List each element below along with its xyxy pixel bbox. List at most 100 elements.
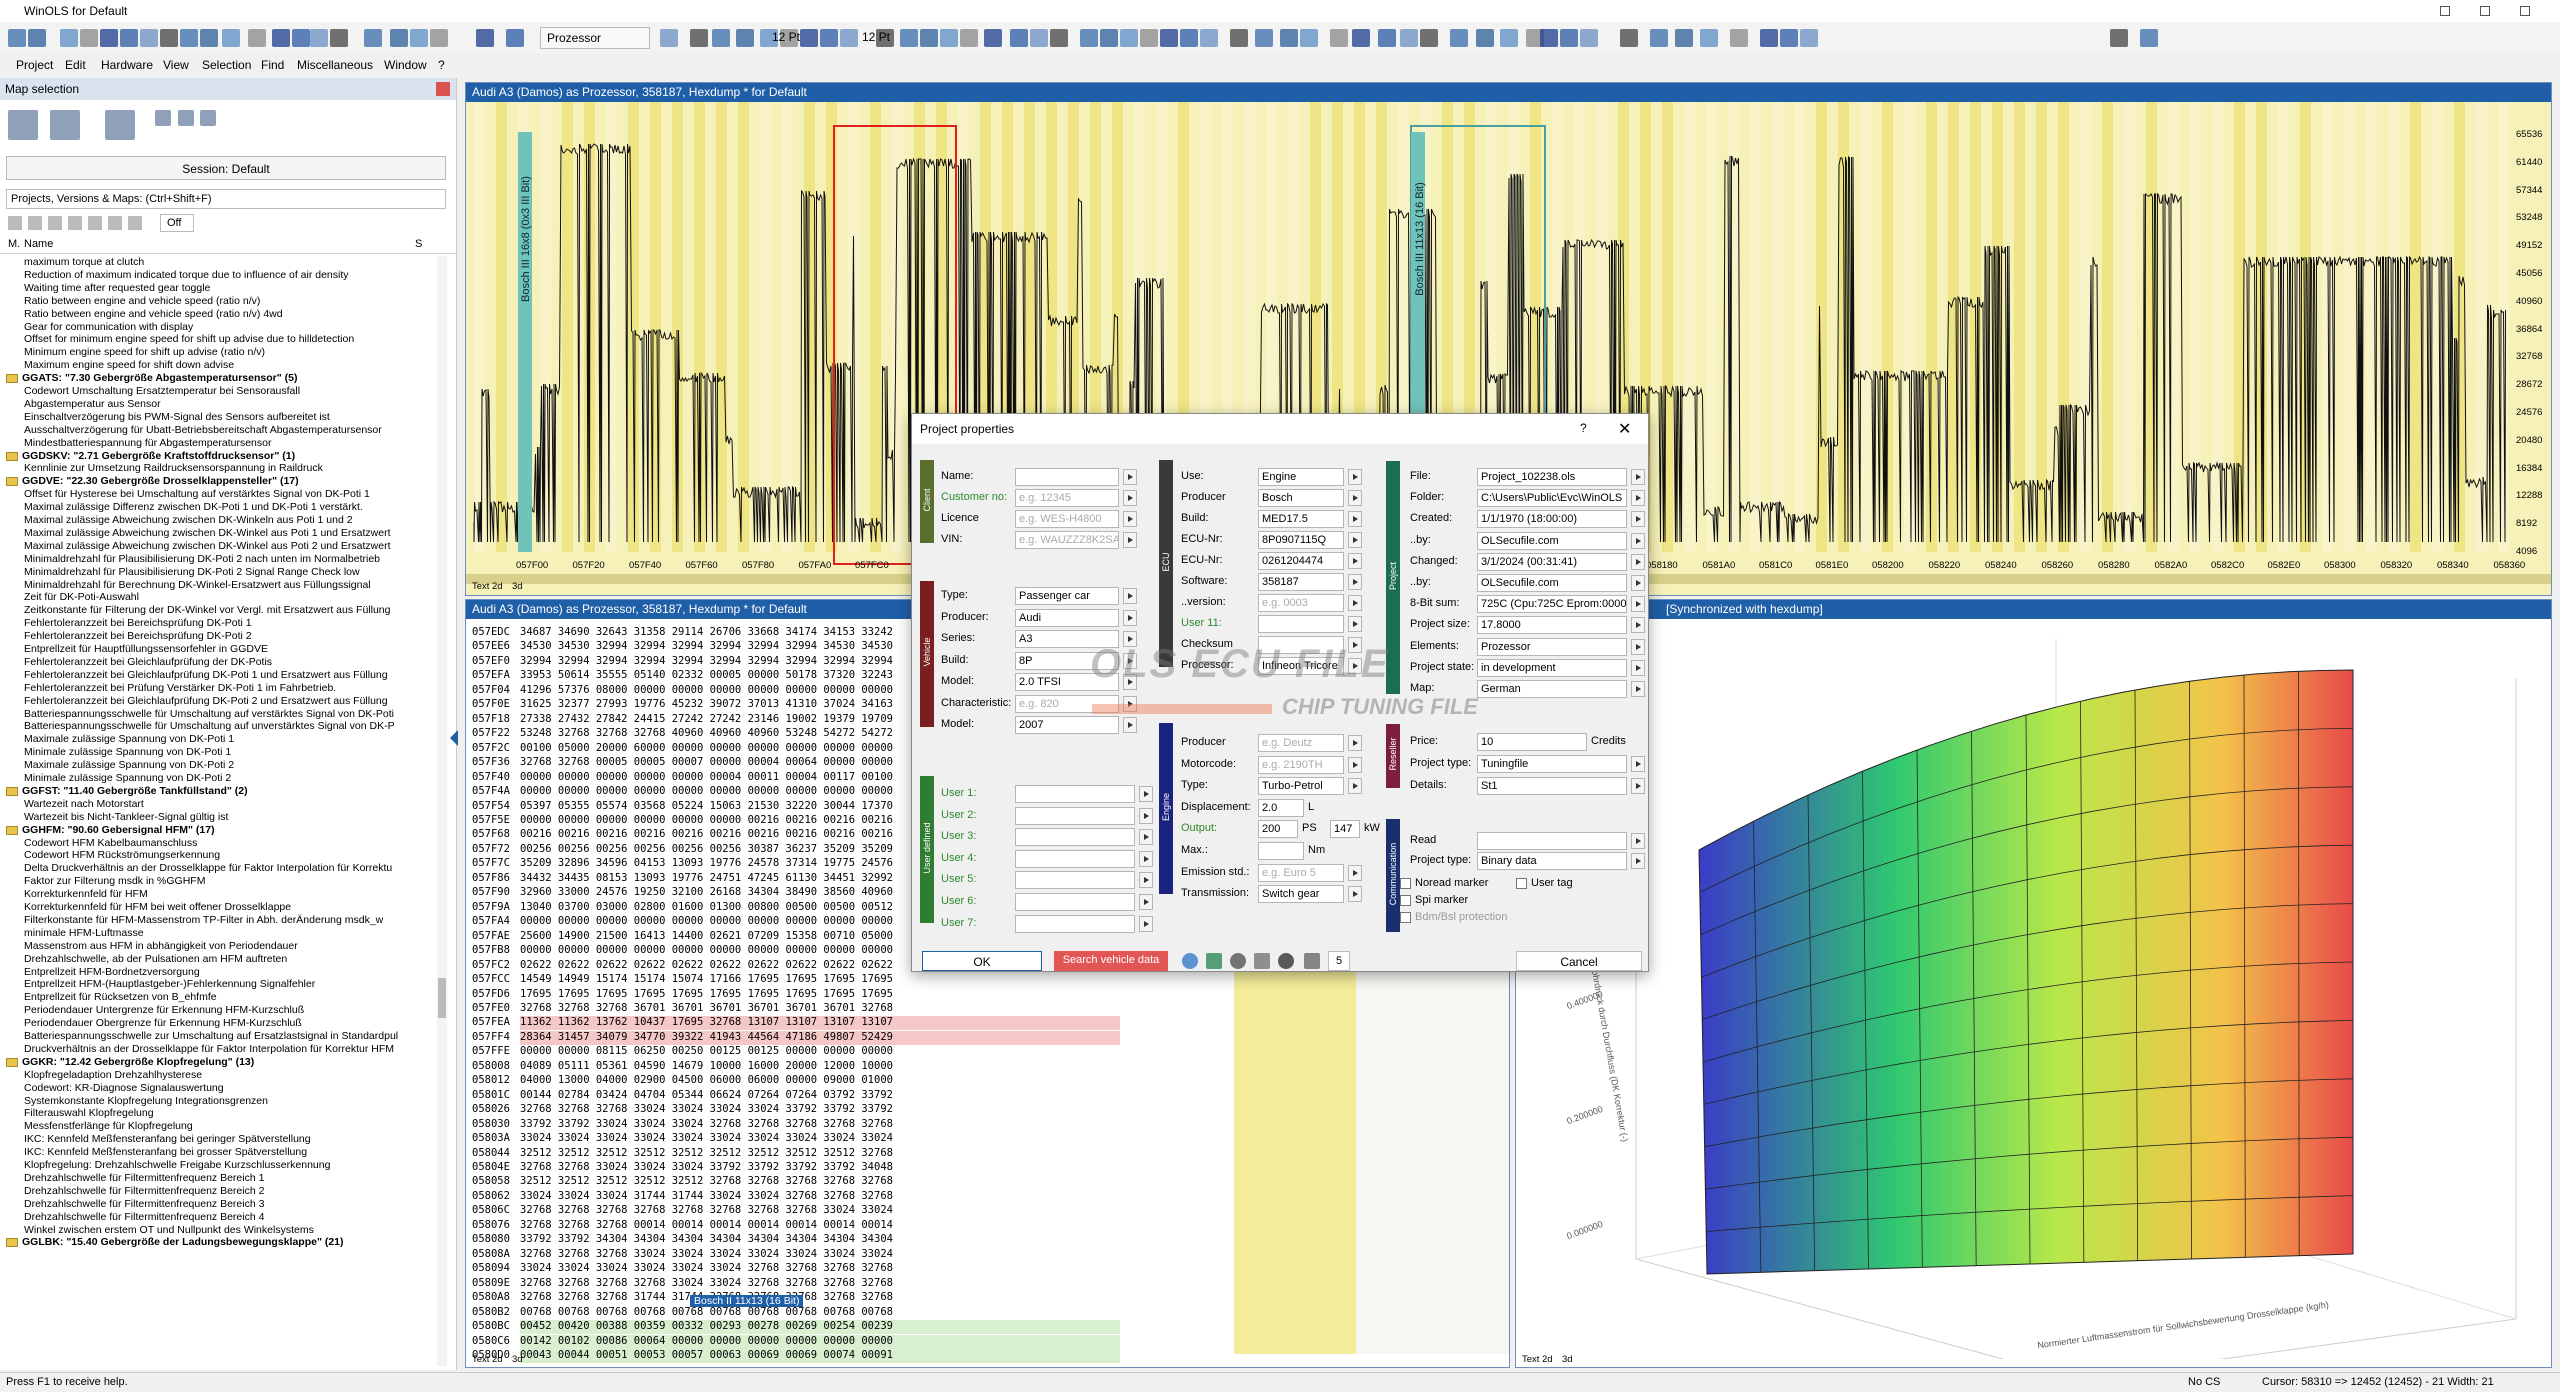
toolbar-icon[interactable]	[800, 29, 818, 47]
field-arrow[interactable]	[1631, 617, 1645, 634]
field-arrow[interactable]	[1139, 807, 1153, 824]
map-item[interactable]: IKC: Kennfeld Meßfensteranfang bei gross…	[24, 1146, 308, 1159]
field-arrow[interactable]	[1348, 511, 1362, 527]
toolbar-icon[interactable]	[248, 29, 266, 47]
map-item[interactable]: Zeitkonstante für Filterung der DK-Winke…	[24, 604, 391, 617]
map-item[interactable]: Batteriespannungsschwelle für Umschaltun…	[24, 707, 395, 720]
checkbox[interactable]	[1400, 912, 1411, 923]
field-input[interactable]	[1015, 914, 1135, 933]
field-input[interactable]: Project_102238.ols	[1477, 468, 1627, 486]
field-arrow[interactable]	[1631, 553, 1645, 570]
map-item[interactable]: Mindestbatteriespannung für Abgastempera…	[24, 436, 272, 449]
menu-item[interactable]: Hardware	[101, 58, 154, 72]
field-input[interactable]: 725C (Cpu:725C Eprom:0000)	[1477, 595, 1627, 614]
menu-item[interactable]: Edit	[65, 58, 86, 72]
menu-item[interactable]: Project	[16, 58, 54, 72]
field-arrow[interactable]	[1348, 616, 1362, 632]
toolbar-icon[interactable]	[1010, 29, 1028, 47]
toolbar-icon[interactable]	[410, 29, 428, 47]
toolbar-icon[interactable]	[1140, 29, 1158, 47]
map-item[interactable]: Minimaldrehzahl für Plausibilisierung DK…	[24, 552, 380, 565]
toolbar-icon[interactable]	[1300, 29, 1318, 47]
map-item[interactable]: Entprellzeit HFM-Bordnetzversorgung	[24, 965, 200, 978]
ok-button[interactable]: OK	[922, 951, 1042, 971]
toolbar-icon[interactable]	[820, 29, 838, 47]
field-input[interactable]: OLSecufile.com	[1477, 531, 1627, 550]
field-arrow[interactable]	[1348, 756, 1362, 773]
field-arrow[interactable]	[1631, 469, 1645, 485]
map-item[interactable]: Fehlertoleranzzeit bei Gleichlaufprüfung…	[24, 655, 273, 668]
toolbar-icon[interactable]	[1400, 29, 1418, 47]
size-combo[interactable]: 12 Pt	[771, 30, 800, 44]
field-input[interactable]: 3/1/2024 (00:31:41)	[1477, 552, 1627, 571]
field-arrow[interactable]	[1348, 735, 1362, 751]
cancel-button[interactable]: Cancel	[1516, 951, 1642, 971]
map-item[interactable]: maximum torque at clutch	[24, 256, 145, 268]
field-input[interactable]: 8P	[1015, 651, 1119, 670]
toolbar-icon[interactable]	[272, 29, 290, 47]
view-mode[interactable]: Text	[472, 581, 490, 592]
map-item[interactable]: Zeit für DK-Poti-Auswahl	[24, 591, 139, 604]
checkbox[interactable]	[1400, 895, 1411, 906]
map-item[interactable]: Entprellzeit für Hauptfüllungssensorfehl…	[24, 643, 268, 655]
toolbar-icon[interactable]	[160, 29, 178, 47]
toolbar-icon[interactable]	[1730, 29, 1748, 47]
map-item[interactable]: Drehzahlschwelle für Filtermittenfrequen…	[24, 1210, 265, 1223]
map-item[interactable]: Entprellzeit für Rücksetzen von B_ehfmfe	[24, 991, 217, 1004]
panel-close[interactable]	[436, 82, 450, 96]
field-arrow[interactable]	[1348, 553, 1362, 569]
window-control[interactable]	[2520, 6, 2530, 16]
toolbar-icon[interactable]	[120, 29, 138, 47]
field-arrow[interactable]	[1631, 490, 1645, 507]
dialog-icon[interactable]	[1206, 953, 1222, 969]
toolbar-icon[interactable]	[1780, 29, 1798, 47]
font-combo[interactable]: Prozessor	[540, 27, 650, 49]
map-item[interactable]: Waiting time after requested gear toggle	[24, 281, 211, 294]
toolbar-icon[interactable]	[222, 29, 240, 47]
map-item[interactable]: Korrekturkennfeld für HFM	[24, 888, 148, 901]
toolbar-icon[interactable]	[1476, 29, 1494, 47]
field-arrow[interactable]	[1123, 588, 1137, 604]
menu-item[interactable]: View	[163, 58, 189, 72]
map-item[interactable]: Maximum engine speed for shift down advi…	[24, 359, 235, 372]
toolbar-icon[interactable]	[900, 29, 918, 47]
toolbar-icon[interactable]	[840, 29, 858, 47]
field-input[interactable]: Turbo-Petrol	[1258, 777, 1344, 796]
field-input[interactable]: e.g. 2190TH	[1258, 755, 1344, 774]
filter-icon[interactable]	[8, 216, 22, 230]
field-input[interactable]: 8P0907115Q	[1258, 531, 1344, 549]
field-arrow[interactable]	[1348, 864, 1362, 881]
field-arrow[interactable]	[1348, 532, 1362, 548]
map-item[interactable]: Offset für Hysterese bei Umschaltung auf…	[24, 488, 370, 501]
toolbar-icon[interactable]	[1450, 29, 1468, 47]
field-input[interactable]: in development	[1477, 658, 1627, 677]
field-input[interactable]: e.g. Deutz	[1258, 734, 1344, 752]
menu-item[interactable]: Miscellaneous	[297, 58, 374, 72]
field-input[interactable]: 2.0	[1258, 798, 1304, 817]
map-item[interactable]: Drehzahlschwelle, ab der Pulsationen am …	[24, 952, 288, 965]
toolbar-icon[interactable]	[2110, 29, 2128, 47]
session-button[interactable]: Session: Default	[6, 156, 446, 180]
map-item[interactable]: Minimale zulässige Spannung von DK-Poti …	[24, 746, 232, 759]
map-item[interactable]: Delta Druckverhältnis an der Drosselklap…	[24, 862, 393, 875]
map-item[interactable]: Drehzahlschwelle für Filtermittenfrequen…	[24, 1184, 265, 1197]
field-arrow[interactable]	[1631, 575, 1645, 591]
toolbar-icon[interactable]	[736, 29, 754, 47]
map-item[interactable]: Klopfregeladaption Drehzahlhysterese	[24, 1068, 203, 1081]
filter-icon[interactable]	[108, 216, 122, 230]
toolbar-icon[interactable]	[1800, 29, 1818, 47]
map-item[interactable]: Winkel zwischen erstem OT und Nullpunkt …	[24, 1223, 314, 1236]
toolbar-icon[interactable]	[1030, 29, 1048, 47]
toolbar-icon[interactable]	[1420, 29, 1438, 47]
field-arrow[interactable]	[1348, 637, 1362, 653]
toolbar-icon[interactable]	[690, 29, 708, 47]
field-arrow[interactable]	[1123, 717, 1137, 733]
toolbar-icon[interactable]	[2140, 29, 2158, 47]
dialog-close[interactable]: ✕	[1618, 421, 1632, 438]
toolbar-icon[interactable]	[940, 29, 958, 47]
toolbar-icon[interactable]	[140, 29, 158, 47]
menu-item[interactable]: Selection	[202, 58, 252, 72]
toolbar-icon[interactable]	[180, 29, 198, 47]
toolbar-icon[interactable]	[1160, 29, 1178, 47]
dialog-icon[interactable]	[1182, 953, 1198, 969]
